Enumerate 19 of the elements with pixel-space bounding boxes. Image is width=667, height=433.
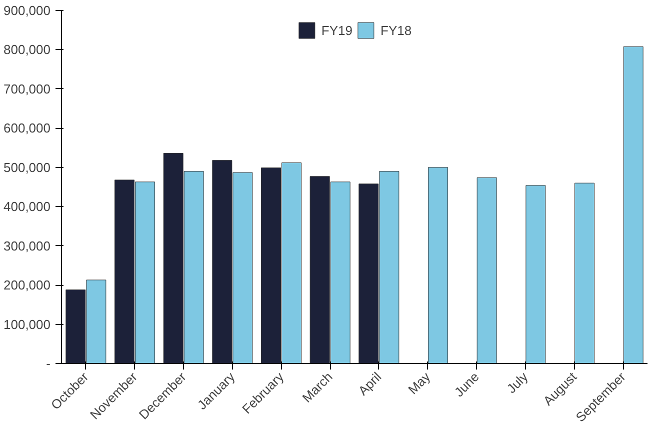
y-tick-label: 100,000 xyxy=(4,316,51,332)
bar xyxy=(476,177,497,364)
x-tick-label: May xyxy=(405,368,434,398)
bar xyxy=(428,167,448,364)
y-tick-label: 800,000 xyxy=(4,42,51,58)
y-tick-label: 300,000 xyxy=(4,238,51,254)
legend-label: FY19 xyxy=(321,22,352,38)
bar xyxy=(526,185,546,364)
bar xyxy=(623,46,644,364)
y-tick-label: 700,000 xyxy=(4,81,51,96)
legend-label: FY18 xyxy=(380,22,412,38)
bar xyxy=(574,182,594,364)
y-tick-label: 500,000 xyxy=(4,160,51,175)
x-tick-label: July xyxy=(504,368,532,396)
y-tick-label: 600,000 xyxy=(4,120,51,136)
y-tick-label: 400,000 xyxy=(4,199,51,214)
y-tick-label: 200,000 xyxy=(4,278,51,293)
y-tick-label: - xyxy=(46,356,51,371)
y-tick-label: 900,000 xyxy=(4,3,51,18)
